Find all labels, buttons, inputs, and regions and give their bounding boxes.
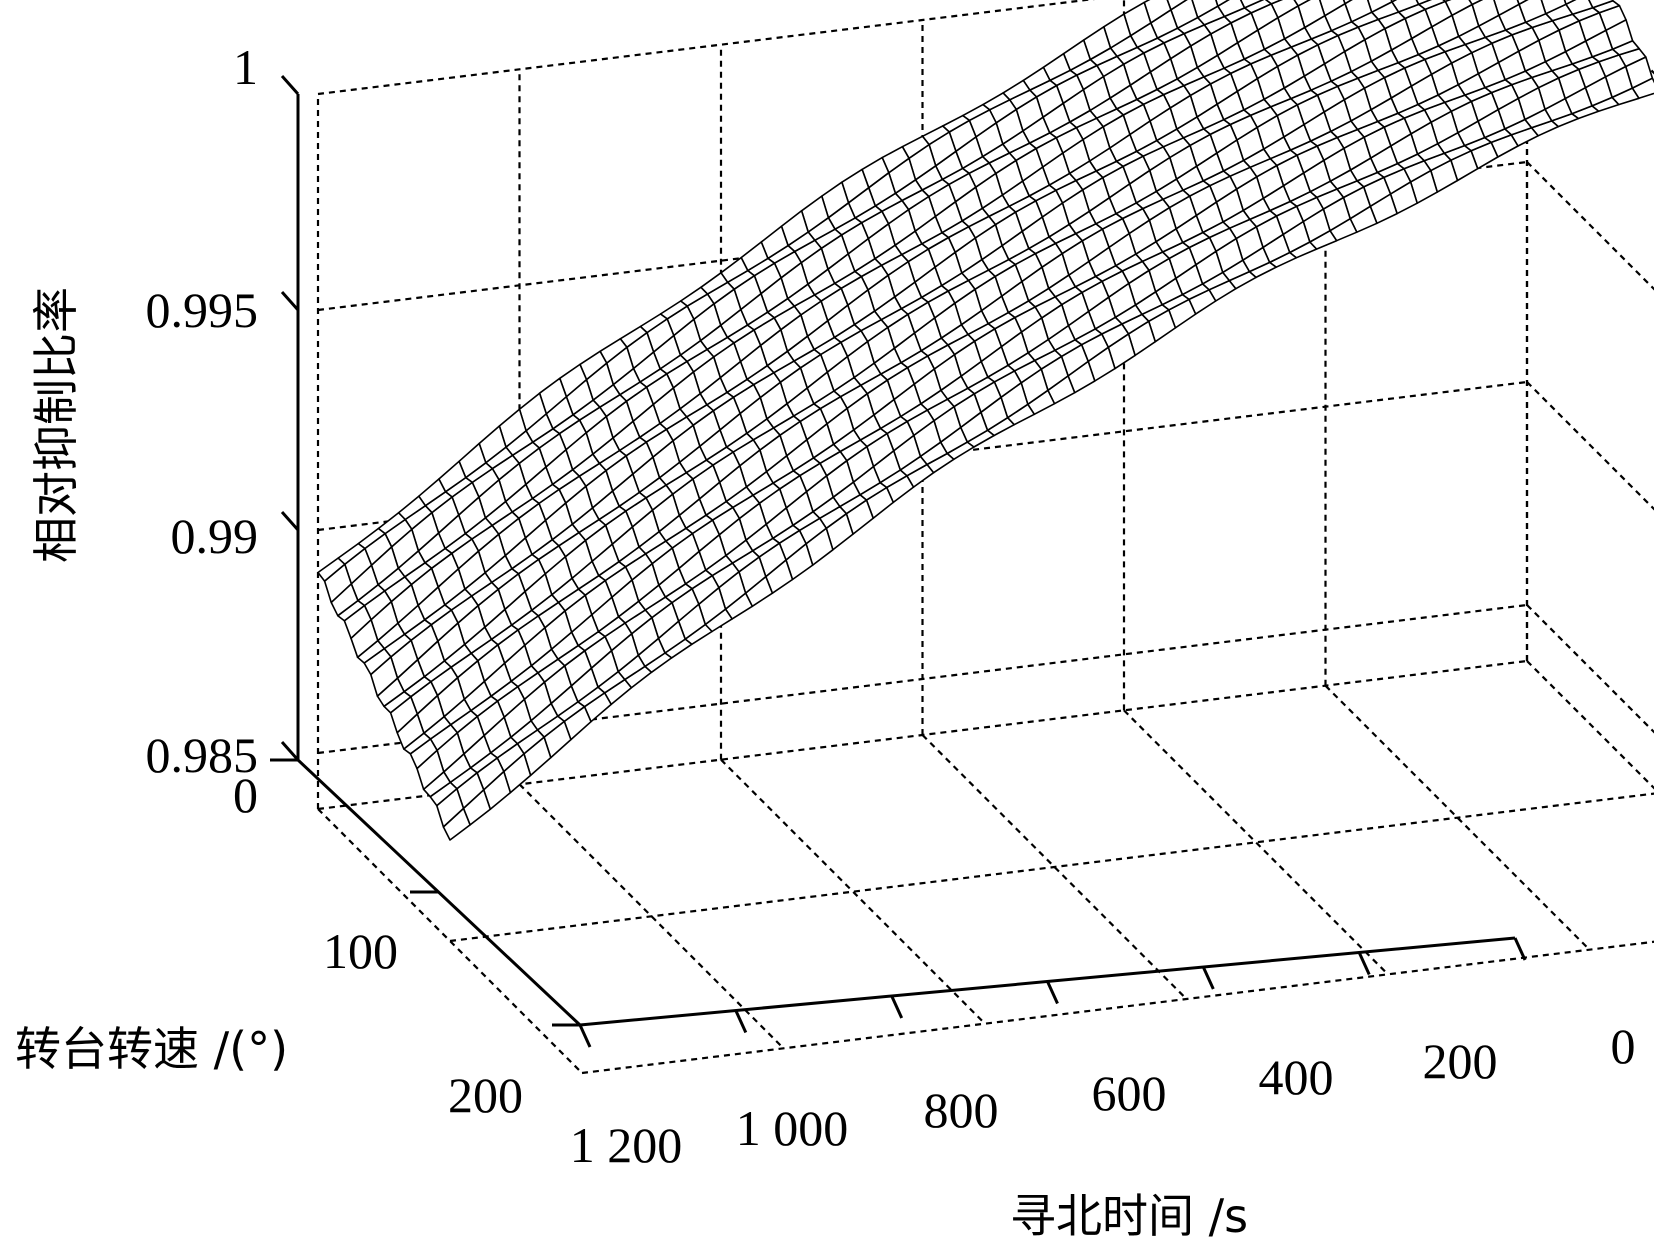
surface-cell: [1215, 0, 1230, 7]
z-tick-mark: [280, 511, 300, 531]
surface-cell: [1342, 0, 1353, 5]
y-tick-mark: [1201, 966, 1215, 990]
axes: [270, 75, 1527, 1048]
surface-cell: [1516, 0, 1529, 6]
y-tick-label: 1 000: [736, 1100, 849, 1156]
z-axis-tick-labels: 0 0.985 0.99 0.995 1: [146, 39, 259, 823]
y-tick-mark: [1357, 951, 1371, 976]
z-tick-mark: [280, 75, 300, 95]
z-tick-label: 0.995: [146, 282, 259, 338]
y-tick-mark: [734, 1009, 748, 1034]
wall-grid-line: [1526, 161, 1654, 291]
y-tick-label: 0: [1611, 1018, 1636, 1074]
wall-grid-line: [317, 0, 1095, 96]
wall-grid-line: [1526, 381, 1654, 511]
z-tick-mark: [280, 291, 300, 311]
y-tick-mark: [890, 995, 904, 1019]
y-tick-label: 1 200: [570, 1117, 683, 1173]
x-tick-label: 100: [323, 923, 398, 979]
x-axis-label: 转台转速 /(°): [15, 1022, 288, 1076]
z-tick-mark: [280, 741, 300, 761]
floor-grid-line: [921, 734, 1188, 1000]
x-tick-label: 200: [448, 1067, 523, 1123]
surface-cell: [1415, 0, 1432, 6]
y-tick-mark: [578, 1024, 592, 1048]
z-tick-label: 1: [233, 39, 258, 95]
z-tick-label: 0.99: [171, 508, 259, 564]
y-tick-mark: [1046, 980, 1059, 1005]
y-axis-tick-labels: 1 200 1 000 800 600 400 200 0: [570, 1018, 1636, 1173]
y-tick-label: 200: [1423, 1033, 1498, 1089]
x-axis-line: [296, 758, 582, 1027]
floor-grid-line: [449, 792, 1654, 943]
z-tick-label: 0: [233, 767, 258, 823]
x-axis-tick-labels: 100 200: [323, 923, 523, 1123]
wall-grid-line: [1526, 604, 1654, 734]
z-axis-label: 相对抑制比率: [29, 287, 83, 563]
y-tick-mark: [1513, 937, 1527, 961]
surface-cell: [317, 557, 346, 582]
floor-grid-line: [581, 940, 1654, 1075]
y-tick-label: 600: [1092, 1065, 1167, 1121]
floor-grid-line: [317, 808, 583, 1074]
floor-grid-line: [1526, 660, 1654, 790]
floor-grid-line: [518, 783, 785, 1050]
z-tick-label: 0.985: [146, 727, 259, 783]
floor-grid-line: [1324, 684, 1591, 951]
y-tick-label: 800: [924, 1082, 999, 1138]
floor-grid-line: [720, 758, 986, 1025]
surface-mesh: [317, 0, 1654, 841]
y-axis-label: 寻北时间 /s: [1010, 1189, 1248, 1243]
surface-cell: [1563, 0, 1577, 6]
floor-grid-line: [1123, 709, 1389, 976]
y-tick-label: 400: [1259, 1049, 1334, 1105]
